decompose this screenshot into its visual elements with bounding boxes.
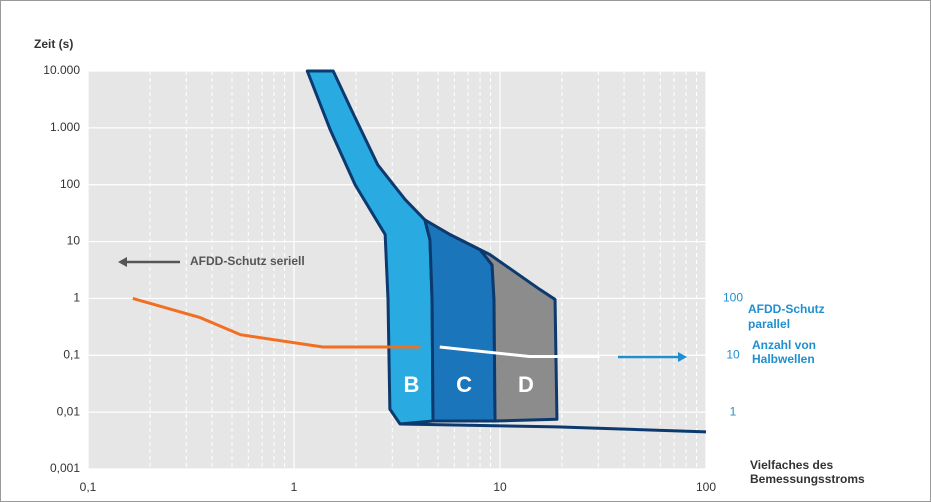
y2-tick-label: 100 <box>723 291 743 305</box>
region-label: C <box>456 372 472 397</box>
region-label: D <box>518 372 534 397</box>
y-tick-label: 0,01 <box>57 404 81 418</box>
y-tick-label: 1 <box>73 291 80 305</box>
line <box>439 345 600 359</box>
line <box>132 296 421 349</box>
y2-axis-label: Halbwellen <box>752 352 815 366</box>
y-tick-label: 10.000 <box>43 63 80 77</box>
y2-axis-label: Anzahl von <box>752 338 816 352</box>
y-tick-label: 10 <box>67 234 81 248</box>
x-axis-label: Vielfaches des <box>750 458 833 472</box>
arrow-head <box>678 352 687 362</box>
y-tick-label: 1.000 <box>50 120 80 134</box>
annotation: AFDD-Schutz seriell <box>190 254 305 268</box>
y-axis-label: Zeit (s) <box>34 37 73 51</box>
annotation: AFDD-Schutz <box>748 302 825 316</box>
tail-line <box>399 422 707 434</box>
arrow-head <box>118 257 127 267</box>
y2-tick-label: 10 <box>726 347 740 361</box>
region-label: B <box>403 372 419 397</box>
annotation: parallel <box>748 317 790 331</box>
y-tick-label: 0,001 <box>50 461 80 475</box>
y-tick-label: 100 <box>60 177 80 191</box>
x-tick-label: 1 <box>291 480 298 494</box>
y-tick-label: 0,1 <box>63 347 80 361</box>
x-tick-label: 10 <box>493 480 507 494</box>
region <box>448 233 559 423</box>
x-axis-label: Bemessungsstroms <box>750 472 865 486</box>
y2-tick-label: 1 <box>730 404 737 418</box>
marks <box>132 69 707 434</box>
x-tick-label: 100 <box>696 480 716 494</box>
x-tick-label: 0,1 <box>80 480 97 494</box>
